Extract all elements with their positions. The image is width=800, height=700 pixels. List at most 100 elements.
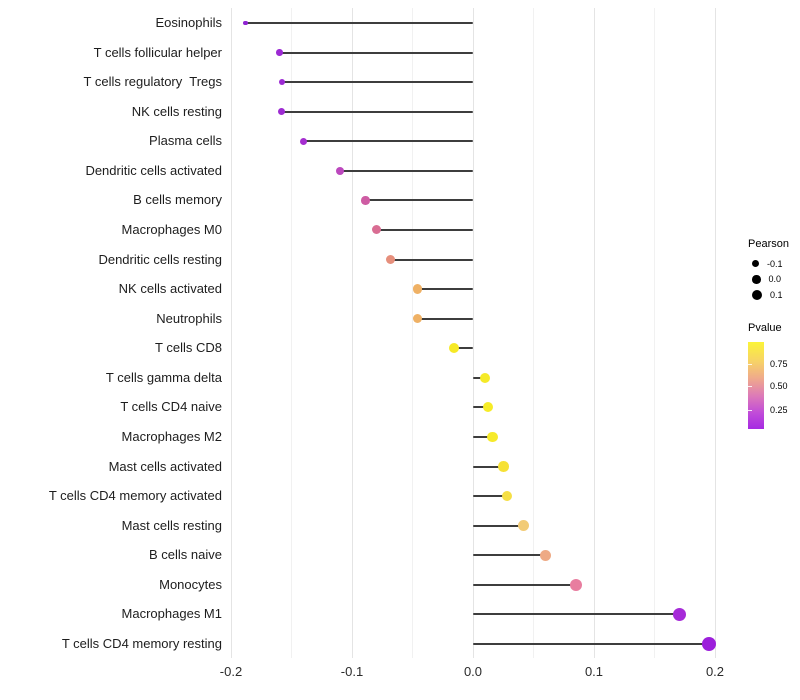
lollipop-dot xyxy=(480,372,491,383)
category-label: Dendritic cells resting xyxy=(98,251,222,267)
category-label: Plasma cells xyxy=(149,133,222,149)
major-gridline xyxy=(714,8,716,658)
major-gridline xyxy=(351,8,353,658)
lollipop-dot xyxy=(498,461,509,472)
category-label: Mast cells activated xyxy=(108,458,222,474)
pvalue-tick-label: 0.75 xyxy=(770,358,788,369)
lollipop-dot xyxy=(243,20,248,26)
lollipop-dot xyxy=(361,196,370,205)
pvalue-tick-label: 0.25 xyxy=(770,404,788,415)
category-label: T cells gamma delta xyxy=(105,369,222,385)
pearson-legend-label: 0.0 xyxy=(768,274,782,285)
category-label: Macrophages M1 xyxy=(121,606,222,622)
lollipop-dot xyxy=(539,549,552,562)
pearson-legend-item: 0.0 xyxy=(748,272,789,288)
lollipop-stem xyxy=(473,642,709,645)
x-tick-label: -0.2 xyxy=(219,664,243,679)
category-label: B cells memory xyxy=(133,192,222,208)
lollipop-dot xyxy=(371,225,381,235)
major-gridline xyxy=(593,8,595,658)
lollipop-stem xyxy=(473,465,504,468)
lollipop-stem xyxy=(376,228,473,231)
lollipop-stem xyxy=(453,347,473,350)
pvalue-bar-tick xyxy=(748,363,752,365)
pvalue-tick-label: 0.50 xyxy=(770,380,788,391)
category-label: Monocytes xyxy=(159,576,222,592)
lollipop-dot xyxy=(412,313,423,324)
lollipop-stem xyxy=(473,406,488,409)
minor-gridline xyxy=(291,8,292,658)
pearson-legend-label: 0.1 xyxy=(770,289,783,300)
lollipop-stem xyxy=(473,613,680,616)
lollipop-stem xyxy=(281,110,473,113)
pvalue-bar-tick xyxy=(748,385,752,387)
pearson-legend-dot xyxy=(752,275,761,284)
lollipop-stem xyxy=(303,140,473,143)
lollipop-stem xyxy=(473,435,493,438)
x-tick-label: 0.0 xyxy=(463,664,483,679)
lollipop-stem xyxy=(281,81,473,84)
category-label: Dendritic cells activated xyxy=(85,162,222,178)
lollipop-dot xyxy=(701,636,716,651)
lollipop-dot xyxy=(518,520,530,532)
lollipop-stem xyxy=(365,199,473,202)
lollipop-stem xyxy=(390,258,473,261)
pvalue-gradient-bar: 0.75 0.50 0.25 xyxy=(748,342,788,429)
lollipop-dot xyxy=(448,343,459,354)
category-label: Mast cells resting xyxy=(121,517,222,533)
category-label: Eosinophils xyxy=(155,15,223,30)
x-tick-label: 0.2 xyxy=(705,664,725,679)
x-tick-label: 0.1 xyxy=(584,664,604,679)
category-label: Macrophages M2 xyxy=(121,428,222,444)
category-label: NK cells activated xyxy=(118,281,222,297)
category-label: Neutrophils xyxy=(156,310,222,326)
category-label: T cells CD8 xyxy=(155,340,222,356)
lollipop-dot xyxy=(569,578,582,591)
pvalue-bar-tick xyxy=(748,409,752,411)
category-label: Macrophages M0 xyxy=(121,221,222,237)
category-label: T cells CD4 memory activated xyxy=(48,488,222,504)
lollipop-stem xyxy=(473,583,576,586)
lollipop-dot xyxy=(276,49,283,56)
lollipop-dot xyxy=(482,402,493,413)
pvalue-color-legend: Pvalue 0.75 0.50 0.25 xyxy=(748,322,788,429)
lollipop-dot xyxy=(412,284,423,294)
lollipop-stem xyxy=(417,317,473,320)
category-label: NK cells resting xyxy=(131,103,222,119)
lollipop-dot xyxy=(299,137,308,146)
lollipop-dot xyxy=(501,490,513,502)
pearson-legend-dot xyxy=(752,289,762,300)
minor-gridline xyxy=(654,8,655,658)
lollipop-dot xyxy=(386,255,396,265)
category-label: B cells naive xyxy=(149,547,222,563)
lollipop-stem xyxy=(417,288,473,291)
pearson-legend-label: -0.1 xyxy=(767,258,783,269)
pearson-legend-dot xyxy=(752,260,759,268)
pvalue-legend-title: Pvalue xyxy=(748,322,782,334)
lollipop-stem xyxy=(279,51,473,54)
pearson-legend-item: -0.1 xyxy=(748,256,789,272)
lollipop-stem xyxy=(473,495,507,498)
minor-gridline xyxy=(533,8,534,658)
category-label: T cells CD4 naive xyxy=(120,399,222,415)
lollipop-stem xyxy=(473,376,486,379)
major-gridline xyxy=(472,8,474,658)
lollipop-dot xyxy=(278,78,286,86)
lollipop-dot xyxy=(278,108,286,116)
lollipop-stem xyxy=(473,524,524,527)
minor-gridline xyxy=(412,8,413,658)
category-label: T cells follicular helper xyxy=(93,44,222,60)
lollipop-dot xyxy=(487,431,498,443)
pearson-size-legend: Pearson -0.1 0.0 0.1 xyxy=(748,238,789,303)
pearson-legend-item: 0.1 xyxy=(748,287,789,303)
category-label: T cells regulatory Tregs xyxy=(83,74,222,90)
pearson-legend-title: Pearson xyxy=(748,238,789,250)
lollipop-stem xyxy=(473,554,546,557)
lollipop-dot xyxy=(673,607,687,621)
lollipop-dot xyxy=(335,166,344,175)
lollipop-stem xyxy=(245,22,473,24)
category-label: T cells CD4 memory resting xyxy=(61,635,222,651)
pearson-legend-items: -0.1 0.0 0.1 xyxy=(748,256,789,303)
major-gridline xyxy=(230,8,232,658)
